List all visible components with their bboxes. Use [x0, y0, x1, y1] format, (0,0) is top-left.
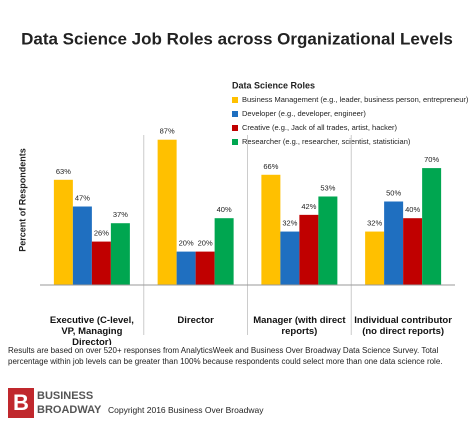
value-label: 66%: [263, 162, 278, 171]
x-tick-label: Manager (with direct reports): [253, 315, 346, 337]
logo: B BUSINESS BROADWAY: [8, 388, 102, 418]
value-label: 40%: [217, 205, 232, 214]
value-label: 50%: [386, 188, 401, 197]
legend-label: Business Management (e.g., leader, busin…: [242, 95, 469, 104]
footnote: Results are based on over 520+ responses…: [8, 346, 443, 366]
legend-swatch: [232, 111, 238, 117]
logo-line: BROADWAY: [37, 404, 102, 416]
bar: [214, 218, 234, 285]
chart: Data Science Job Roles across Organizati…: [17, 29, 469, 345]
bar: [176, 251, 196, 285]
logo-line: BUSINESS: [37, 390, 93, 402]
legend-swatch: [232, 139, 238, 145]
value-label: 32%: [282, 219, 297, 228]
bar: [384, 201, 404, 285]
value-label: 87%: [160, 127, 175, 136]
legend-swatch: [232, 125, 238, 131]
bar: [365, 231, 385, 285]
bar: [280, 231, 300, 285]
bar: [403, 218, 423, 285]
bar: [110, 223, 130, 285]
value-label: 63%: [56, 167, 71, 176]
bar: [72, 206, 92, 285]
bar: [91, 241, 111, 285]
bar: [195, 251, 215, 285]
value-label: 37%: [113, 210, 128, 219]
bar: [422, 168, 442, 285]
legend-label: Creative (e.g., Jack of all trades, arti…: [242, 123, 398, 132]
x-tick-label: Individual contributor (no direct report…: [354, 315, 452, 337]
x-tick-label-box: Executive (C-level, VP, Managing Directo…: [49, 315, 134, 345]
logo-icon: B: [13, 390, 29, 415]
value-label: 53%: [320, 183, 335, 192]
bar: [53, 179, 73, 285]
x-tick-label-box: Manager (with direct reports): [253, 315, 346, 337]
x-tick-label: Executive (C-level, VP, Managing Directo…: [49, 315, 134, 345]
value-label: 70%: [424, 155, 439, 164]
bar: [299, 214, 319, 285]
value-label: 47%: [75, 193, 90, 202]
x-tick-label-box: Individual contributor (no direct report…: [354, 315, 452, 337]
legend-label: Researcher (e.g., researcher, scientist,…: [242, 137, 411, 146]
value-label: 42%: [301, 202, 316, 211]
bar: [157, 139, 177, 285]
value-label: 32%: [367, 219, 382, 228]
value-label: 26%: [94, 229, 109, 238]
chart-title: Data Science Job Roles across Organizati…: [21, 29, 453, 48]
bar: [318, 196, 338, 285]
x-tick-label-box: Director: [177, 315, 214, 326]
value-label: 20%: [198, 239, 213, 248]
legend-title: Data Science Roles: [232, 80, 315, 90]
logo-box: [8, 388, 34, 418]
bar: [261, 174, 281, 285]
copyright: Copyright 2016 Business Over Broadway: [108, 405, 264, 415]
value-label: 20%: [179, 239, 194, 248]
legend-swatch: [232, 97, 238, 103]
y-axis-label: Percent of Respondents: [17, 148, 27, 252]
x-tick-label: Director: [177, 315, 214, 326]
value-label: 40%: [405, 205, 420, 214]
legend-label: Developer (e.g., developer, engineer): [242, 109, 366, 118]
